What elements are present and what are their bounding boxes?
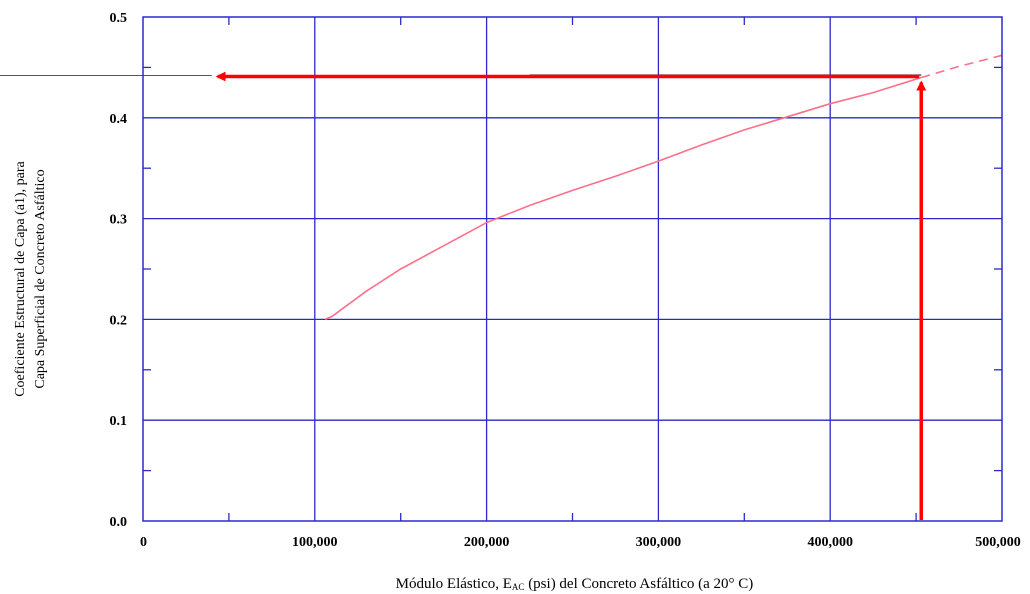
y-tick-labels: 0.0 0.1 0.2 0.3 0.4 0.5 (110, 11, 128, 530)
series-layer (324, 54, 1003, 321)
x-tick-label: 500,000 (975, 535, 1021, 550)
x-tick-labels: 0 100,000 200,000 300,000 400,000 500,000 (140, 535, 1021, 550)
y-tick-label: 0.2 (110, 313, 128, 328)
plot-frame (142, 16, 1003, 522)
extrapolated-curve-line (921, 54, 1003, 79)
y-tick-label: 0.5 (110, 11, 128, 26)
y-tick-label: 0.3 (110, 213, 128, 228)
y-axis-title: Coeficiente Estructural de Capa (a1), pa… (13, 160, 48, 396)
x-tick-label: 200,000 (464, 535, 510, 550)
x-tick-label: 100,000 (292, 535, 338, 550)
y-tick-label: 0.1 (110, 414, 128, 429)
annotation-layer (0, 71, 927, 520)
x-tick-label: 300,000 (636, 535, 682, 550)
x-tick-label: 400,000 (807, 535, 853, 550)
axis-ticks (143, 17, 1002, 521)
grid (143, 17, 1002, 521)
y-axis-title-line: Coeficiente Estructural de Capa (a1), pa… (13, 160, 28, 396)
y-tick-label: 0.0 (110, 515, 128, 530)
y-axis-title-line: Capa Superficial de Concreto Asfáltico (33, 169, 48, 388)
coefficient-curve-line (324, 76, 922, 321)
x-tick-label: 0 (140, 535, 147, 550)
x-axis-title: Módulo Elástico, EAC (psi) del Concreto … (396, 576, 754, 592)
y-tick-label: 0.4 (110, 112, 128, 127)
